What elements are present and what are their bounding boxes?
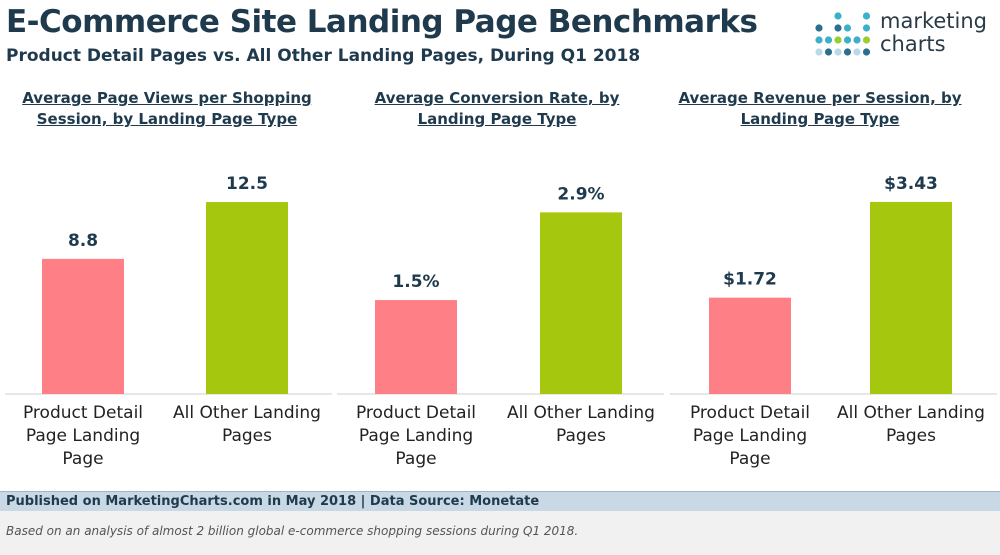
logo-dot [843,24,852,32]
data-label: 12.5 [226,174,268,194]
category-label-line: Page Landing [693,426,807,446]
logo-dot [843,36,852,44]
category-label-line: Pages [222,426,272,446]
panel-title-line: Average Revenue per Session, by [678,89,962,107]
logo-dot [862,24,871,32]
logo-dot [834,36,842,44]
category-label-line: All Other Landing [173,403,321,423]
category-label: Product Detail Page Landing Page [690,403,810,469]
chart-title: E-Commerce Site Landing Page Benchmarks [6,4,758,40]
data-label: 1.5% [392,272,439,292]
footer-note-area: Based on an analysis of almost 2 billion… [0,511,1000,555]
logo-dot [834,12,842,20]
panel-title-revenue-per-session: Average Revenue per Session, by Landing … [665,88,975,130]
logo-dot [815,36,823,44]
footer-note: Based on an analysis of almost 2 billion… [6,524,579,538]
logo-dot [862,36,871,44]
logo-line-2: charts [880,32,946,56]
category-label: All Other Landing Pages [837,403,985,446]
chart-subtitle: Product Detail Pages vs. All Other Landi… [6,46,641,66]
logo-dot [853,48,861,56]
bar-all-other-landing-pages [870,201,952,394]
category-label: Product Detail Page Landing Page [356,403,476,469]
category-label: All Other Landing Pages [173,403,321,446]
marketingcharts-logo: marketing charts [814,8,994,60]
panel-title-line: Average Page Views per Shopping [22,89,312,107]
logo-dot [853,36,861,44]
panel-title-page-views: Average Page Views per Shopping Session,… [12,88,322,130]
data-label: 8.8 [68,231,98,251]
footer-source-bar: Published on MarketingCharts.com in May … [0,491,1000,511]
category-label-line: Product Detail [23,403,143,423]
category-label-line: Page [395,449,436,469]
logo-dot [815,48,823,56]
category-label-line: Pages [556,426,606,446]
logo-dot [834,24,842,32]
category-label-line: All Other Landing [507,403,655,423]
category-label-line: Pages [886,426,936,446]
data-label: $3.43 [884,174,938,194]
panel-title-line: Landing Page Type [740,110,900,128]
category-label: Product Detail Page Landing Page [23,403,143,469]
footer-source: Published on MarketingCharts.com in May … [6,494,540,509]
logo-text: marketing charts [880,10,987,56]
data-label: $1.72 [723,270,777,290]
category-label-line: All Other Landing [837,403,985,423]
logo-dot [862,48,871,56]
logo-dots-icon [815,12,871,56]
logo-dot [824,36,833,44]
panel-title-line: Average Conversion Rate, by [374,89,620,107]
category-label-line: Page Landing [26,426,140,446]
panel-title-conversion-rate: Average Conversion Rate, by Landing Page… [342,88,652,130]
bar-product-detail-page-landing-page [42,258,124,394]
logo-dot [843,48,852,56]
bar-all-other-landing-pages [540,212,622,394]
bar-product-detail-page-landing-page [709,297,791,394]
logo-line-1: marketing [880,9,987,33]
category-label-line: Page [62,449,103,469]
category-label: All Other Landing Pages [507,403,655,446]
panel-title-line: Session, by Landing Page Type [36,110,298,128]
data-label: 2.9% [557,184,604,204]
category-label-line: Product Detail [356,403,476,423]
panel-title-line: Landing Page Type [417,110,577,128]
category-label-line: Page [729,449,770,469]
category-label-line: Product Detail [690,403,810,423]
category-label-line: Page Landing [359,426,473,446]
bar-all-other-landing-pages [206,202,288,394]
logo-dot [815,24,823,32]
logo-dot [824,48,833,56]
logo-dot [834,48,842,56]
bar-product-detail-page-landing-page [375,300,457,394]
bar-charts: 8.8 Product Detail Page Landing Page 12.5 All… [5,174,997,469]
logo-dot [862,12,871,20]
